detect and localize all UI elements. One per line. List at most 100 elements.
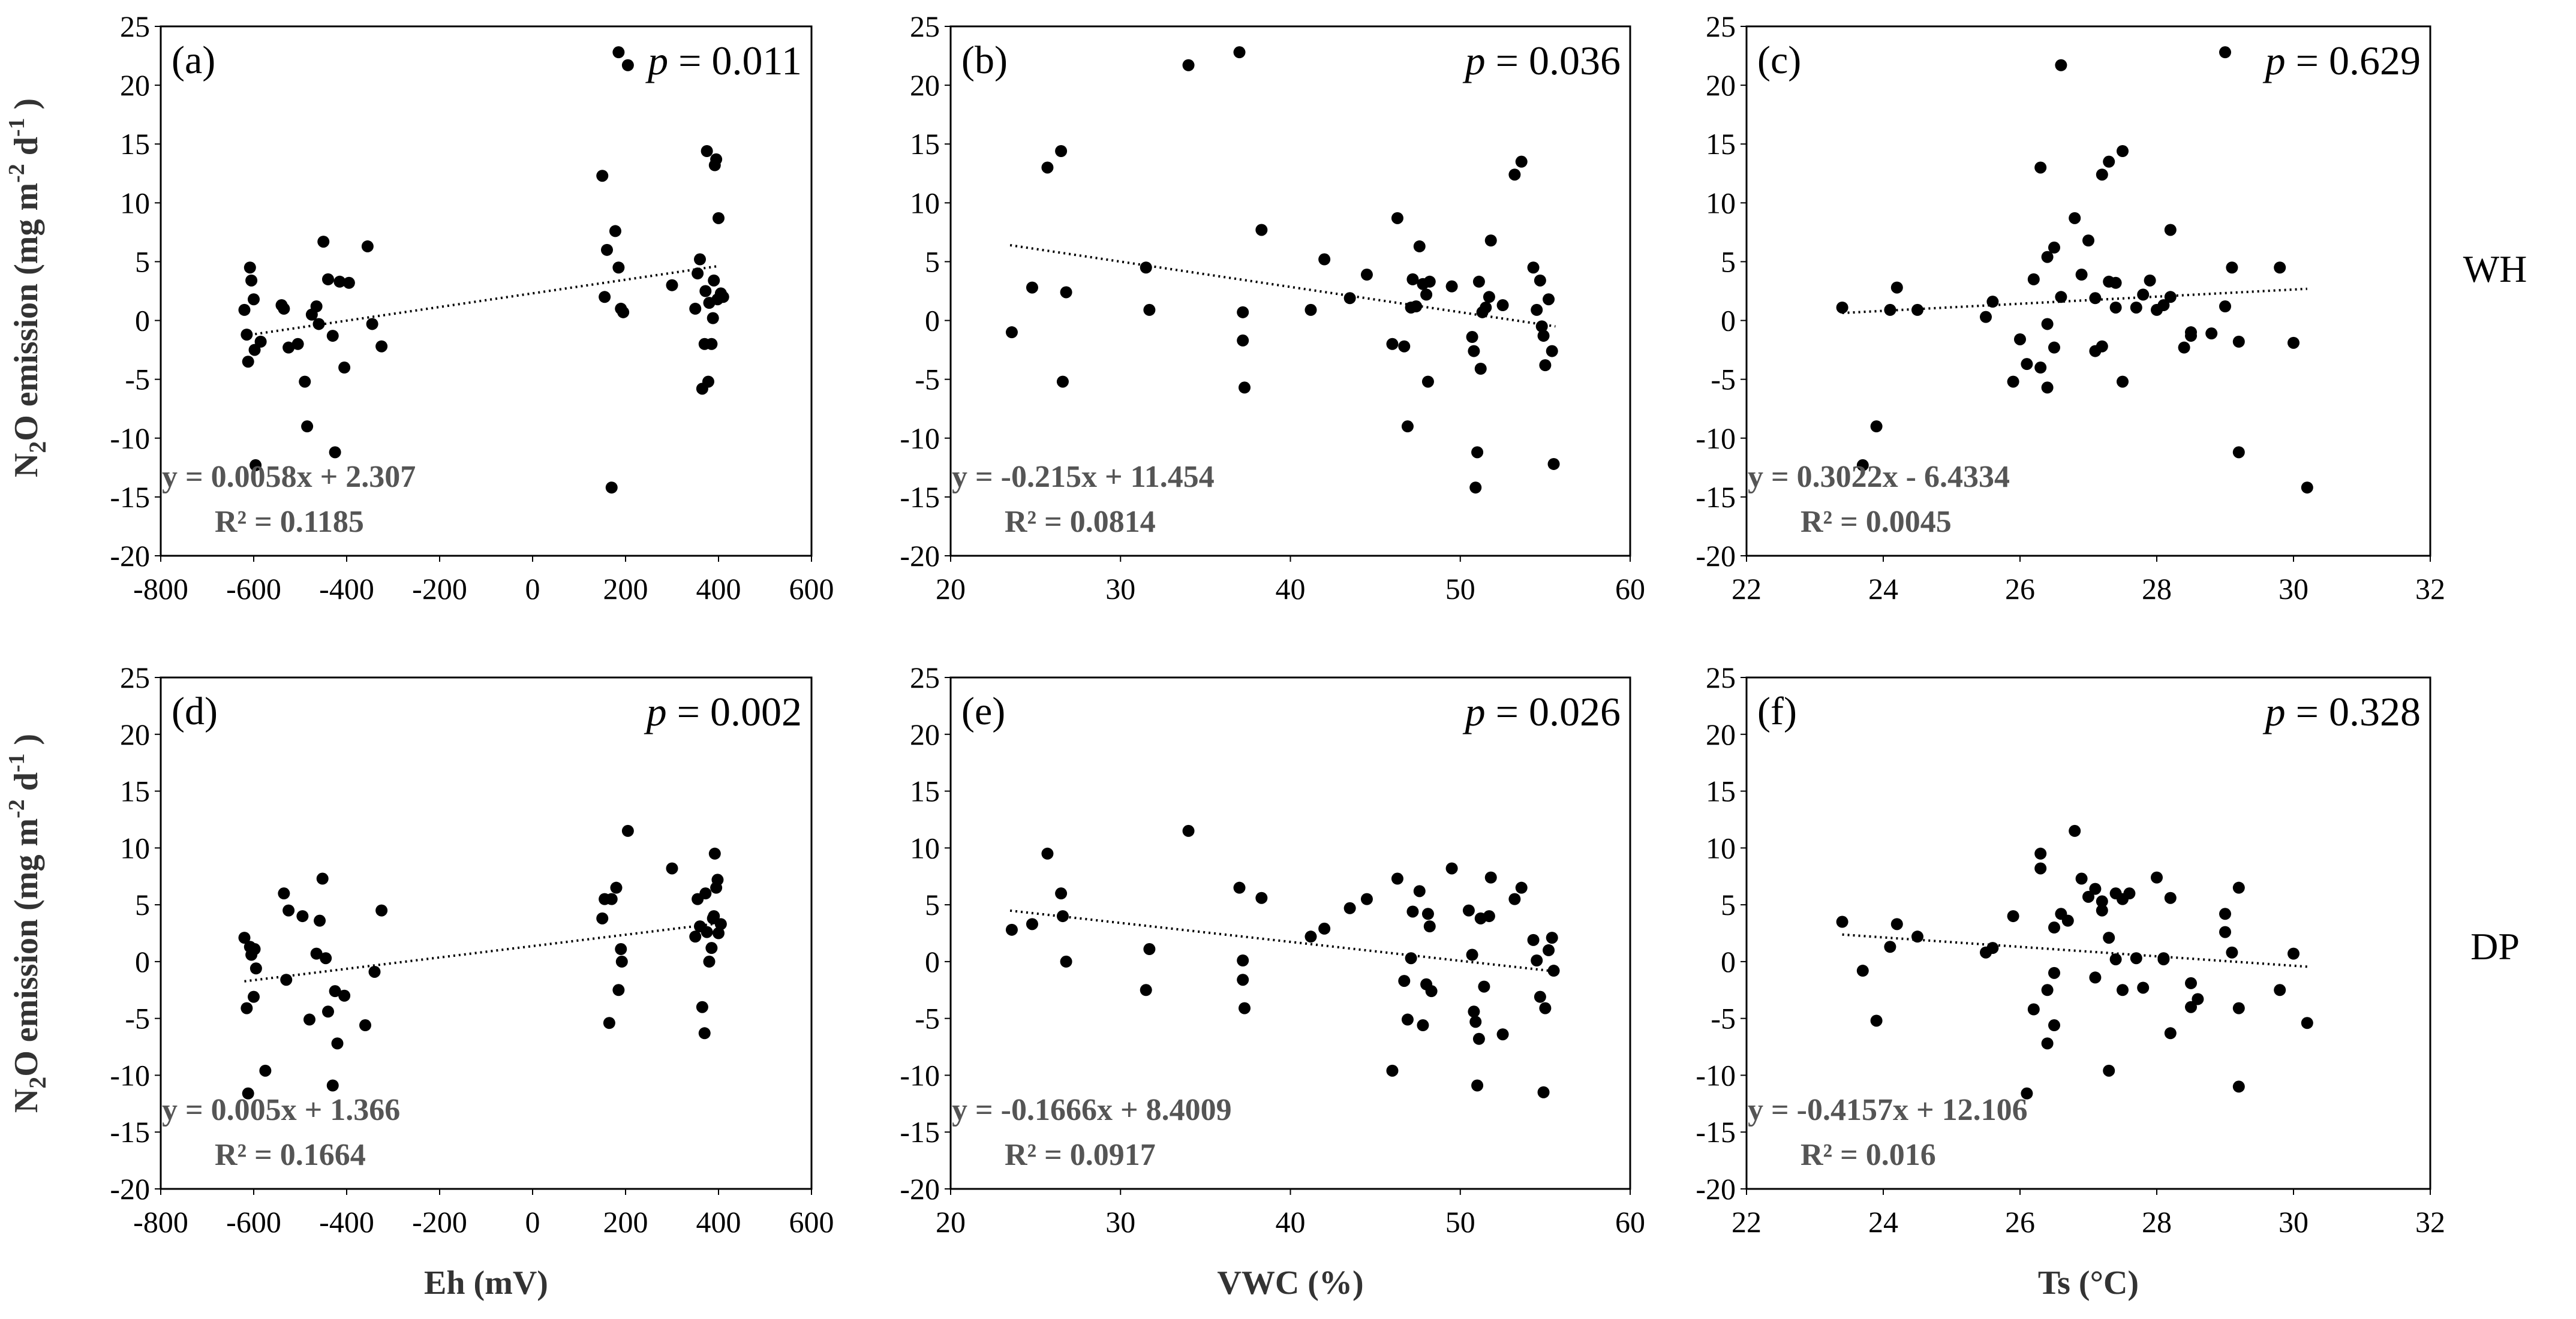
data-point (689, 302, 702, 315)
data-point (1406, 273, 1419, 285)
r-squared-label: R² = 0.0917 (1005, 1138, 1156, 1172)
y-tick-label: 10 (910, 831, 940, 865)
data-point (2034, 847, 2047, 860)
data-point (2164, 291, 2177, 303)
y-tick-label: 5 (1721, 245, 1736, 278)
data-point (1237, 334, 1249, 347)
data-point (2041, 318, 2054, 330)
data-point (2288, 336, 2300, 349)
data-point (1060, 955, 1072, 968)
y-tick-label: -20 (900, 539, 940, 573)
data-point (2041, 381, 2054, 394)
y-tick-label: -5 (915, 1002, 940, 1035)
x-tick-label: 28 (2142, 572, 2172, 606)
data-point (282, 904, 295, 917)
y-tick-label: 20 (120, 718, 150, 751)
x-tick-label: 30 (1105, 1205, 1135, 1239)
data-point (692, 267, 704, 280)
panel-label: (d) (172, 689, 218, 733)
data-point (1143, 303, 1156, 316)
y-tick-label: 15 (120, 127, 150, 161)
data-point (612, 46, 625, 59)
trend-line (1009, 243, 1556, 328)
data-point (2185, 330, 2197, 342)
data-point (2089, 883, 2102, 895)
x-axis-title: Eh (mV) (424, 1264, 548, 1302)
data-point (1410, 300, 1423, 313)
data-point (1304, 303, 1317, 316)
row-label-wh: WH (2463, 248, 2527, 290)
data-point (2109, 301, 2122, 314)
data-point (2027, 273, 2040, 285)
y-tick-label: 15 (1706, 775, 1736, 808)
data-point (1386, 338, 1399, 350)
data-point (1483, 291, 1495, 303)
data-point (2048, 922, 2060, 934)
data-point (609, 225, 621, 237)
data-point (331, 1037, 344, 1050)
data-point (1445, 862, 1458, 875)
trend-line (1842, 933, 2307, 968)
data-point (1386, 1064, 1399, 1077)
data-point (2144, 274, 2156, 287)
y-tick-label: -15 (900, 1115, 940, 1149)
data-point (1515, 155, 1528, 168)
data-point (361, 240, 374, 252)
data-point (617, 306, 630, 318)
x-tick-label: 28 (2142, 1205, 2172, 1239)
y-tick-label: 5 (925, 245, 940, 278)
x-tick-label: -400 (319, 1205, 374, 1239)
data-point (2301, 481, 2313, 494)
data-point (1836, 916, 1848, 928)
y-tick-label: 15 (1706, 127, 1736, 161)
data-point (2075, 872, 2088, 885)
data-point (1890, 918, 1903, 930)
trend-line (1009, 909, 1556, 973)
data-point (259, 1064, 272, 1077)
data-point (1005, 923, 1018, 936)
x-tick-label: 22 (1732, 1205, 1762, 1239)
panel-d: -20 -15 -10 -5 0 5 10 15 20 25 -800 -600 -400 -200 0 20… (110, 661, 834, 1302)
y-tick-label: 10 (120, 831, 150, 865)
data-point (242, 356, 254, 368)
y-tick-label: -20 (1696, 1172, 1736, 1206)
plot-frame (160, 25, 813, 557)
data-point (326, 1079, 339, 1092)
data-point (282, 341, 295, 354)
data-point (1980, 311, 1992, 323)
x-tick-label: 20 (936, 572, 966, 606)
y-tick-label: -15 (1696, 480, 1736, 514)
r-squared-label: R² = 0.1185 (215, 505, 364, 539)
data-point (698, 1027, 711, 1040)
data-point (2117, 144, 2129, 157)
y-tick-label: 15 (120, 775, 150, 808)
data-point (699, 285, 712, 297)
y-tick-label: -10 (1696, 1058, 1736, 1092)
x-tick-label: 26 (2005, 1205, 2035, 1239)
data-point (1535, 320, 1548, 333)
data-point (2164, 1027, 2177, 1040)
data-point (359, 1019, 371, 1032)
data-point (1468, 345, 1480, 357)
p-value-label: p = 0.036 (1463, 38, 1621, 83)
data-point (1539, 359, 1552, 372)
data-point (2096, 895, 2108, 908)
data-point (1445, 280, 1458, 293)
data-point (338, 362, 351, 374)
data-point (621, 824, 634, 837)
data-point (1026, 281, 1038, 294)
data-point (1420, 288, 1433, 301)
data-point (250, 962, 262, 975)
x-tick-label: -800 (133, 1205, 188, 1239)
p-value-label: p = 0.026 (1463, 689, 1621, 734)
data-point (1413, 885, 1426, 898)
data-point (1425, 985, 1438, 998)
data-point (601, 243, 613, 256)
x-tick-label: 60 (1615, 1205, 1645, 1239)
data-point (2157, 952, 2170, 965)
y-tick-label: -5 (915, 363, 940, 396)
x-tick-label: 22 (1732, 572, 1762, 606)
data-point (2192, 993, 2204, 1005)
data-point (1041, 161, 1054, 174)
